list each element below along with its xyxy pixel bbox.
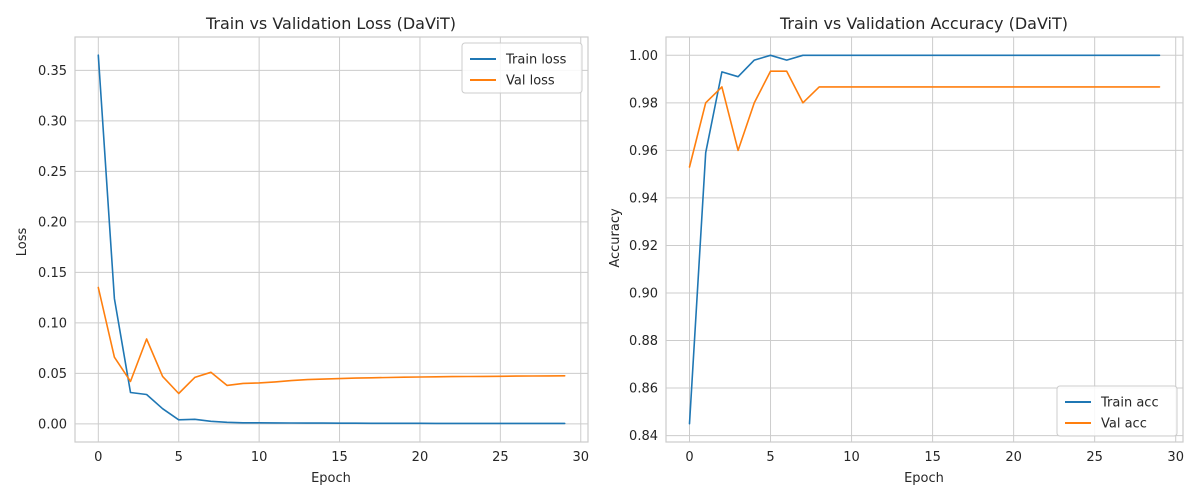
loss-chart-ytick-label: 0.15: [38, 266, 67, 281]
loss-chart-legend-label: Train loss: [505, 53, 567, 68]
loss-chart-series-train-loss: [97, 54, 566, 425]
accuracy-chart-ytick-label: 0.88: [629, 334, 658, 349]
accuracy-chart-xtick-label: 5: [766, 450, 774, 465]
loss-chart-frame: [74, 36, 589, 443]
loss-chart-ytick-label: 0.05: [38, 367, 67, 382]
loss-chart-title: Train vs Validation Loss (DaViT): [205, 14, 456, 33]
loss-chart-ytick-label: 0.10: [38, 316, 67, 331]
accuracy-chart-xlabel: Epoch: [904, 471, 944, 486]
loss-chart-ytick-label: 0.30: [38, 114, 67, 129]
loss-chart-xlabel: Epoch: [311, 471, 351, 486]
loss-chart-xtick-label: 20: [412, 450, 429, 465]
loss-chart-xtick-label: 10: [251, 450, 268, 465]
loss-chart-grid: [75, 37, 588, 442]
accuracy-chart-ytick-label: 0.98: [629, 96, 658, 111]
accuracy-chart-ytick-label: 0.86: [629, 382, 658, 397]
accuracy-chart-ytick-label: 0.84: [629, 429, 658, 444]
accuracy-chart-ylabel: Accuracy: [608, 208, 623, 268]
loss-chart-ytick-label: 0.20: [38, 215, 67, 230]
loss-chart-xtick-label: 30: [572, 450, 589, 465]
accuracy-chart-legend-label: Train acc: [1100, 396, 1159, 411]
accuracy-chart-ytick-label: 1.00: [629, 49, 658, 64]
accuracy-chart-series-val-acc: [688, 70, 1161, 168]
accuracy-chart-frame: [665, 36, 1184, 443]
accuracy-chart-series-train-acc: [688, 54, 1161, 425]
loss-chart-ytick-label: 0.25: [38, 165, 67, 180]
accuracy-chart-xtick-label: 15: [924, 450, 941, 465]
loss-chart-legend-label: Val loss: [506, 74, 555, 89]
accuracy-chart-title: Train vs Validation Accuracy (DaViT): [779, 14, 1068, 33]
accuracy-chart-legend: Train acc Val acc: [1056, 385, 1178, 437]
accuracy-chart-ytick-label: 0.92: [629, 239, 658, 254]
loss-chart: Train vs Validation Loss (DaViT) Epoch L…: [15, 14, 589, 486]
accuracy-chart-xtick-label: 25: [1086, 450, 1103, 465]
loss-chart-xtick-label: 15: [331, 450, 348, 465]
loss-chart-ylabel: Loss: [15, 228, 30, 257]
accuracy-chart-legend-label: Val acc: [1101, 417, 1147, 432]
accuracy-chart-grid: [666, 37, 1183, 442]
accuracy-chart-xtick-label: 10: [843, 450, 860, 465]
loss-chart-xtick-label: 0: [94, 450, 102, 465]
accuracy-chart-xtick-label: 20: [1005, 450, 1022, 465]
loss-chart-series-val-loss: [97, 286, 566, 395]
accuracy-chart-xtick-label: 0: [685, 450, 693, 465]
loss-chart-ytick-label: 0.35: [38, 64, 67, 79]
loss-chart-xtick-label: 5: [175, 450, 183, 465]
loss-chart-xtick-label: 25: [492, 450, 509, 465]
accuracy-chart: Train vs Validation Accuracy (DaViT) Epo…: [608, 14, 1184, 486]
accuracy-chart-ytick-label: 0.96: [629, 144, 658, 159]
loss-chart-ytick-label: 0.00: [38, 417, 67, 432]
loss-chart-legend: Train loss Val loss: [461, 42, 583, 94]
accuracy-chart-ytick-label: 0.94: [629, 191, 658, 206]
accuracy-chart-ytick-label: 0.90: [629, 286, 658, 301]
accuracy-chart-xtick-label: 30: [1167, 450, 1184, 465]
